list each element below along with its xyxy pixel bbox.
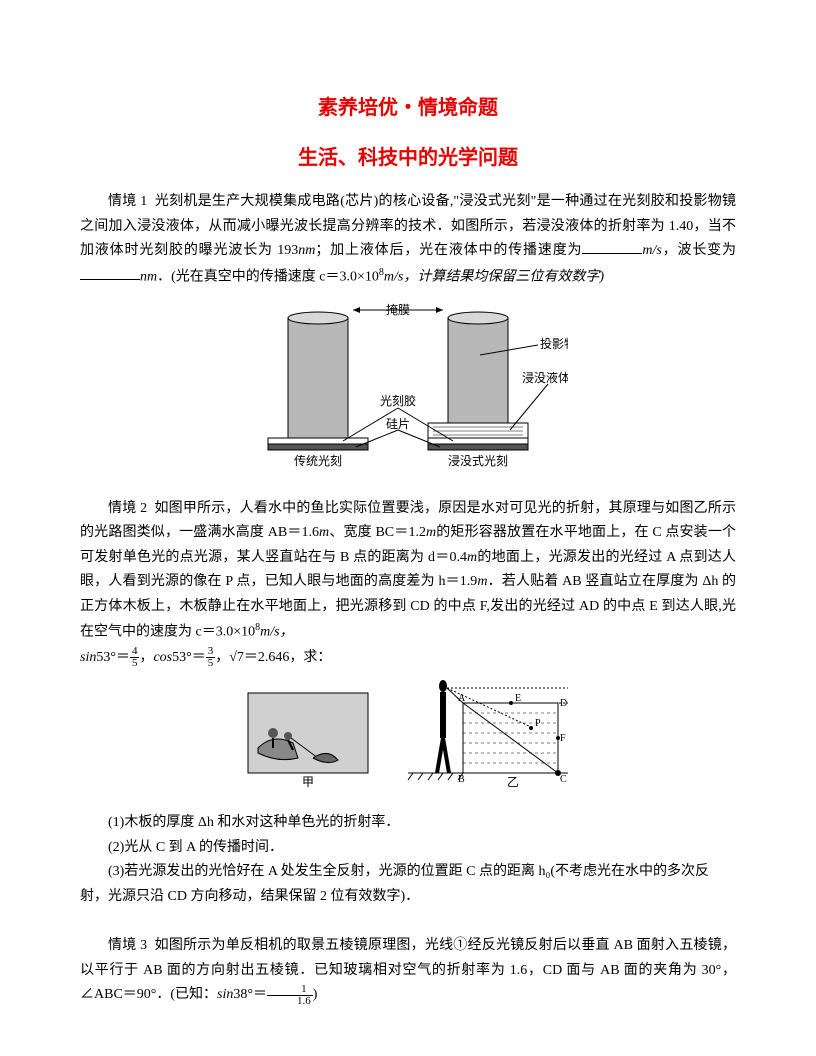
figure-1: 掩膜 投影物镜 浸没液体 光刻胶 硅片 传统光刻 浸没式光刻 xyxy=(80,300,736,479)
q2-a6: m/s， xyxy=(260,625,293,640)
q2-sub1: (1)木板的厚度 Δh 和水对这种单色光的折射率． xyxy=(80,811,736,836)
eq1: ＝ xyxy=(116,650,130,665)
lbl-gp: 硅片 xyxy=(386,417,410,431)
lbl-jmsgk: 浸没式光刻 xyxy=(448,453,508,468)
blank-1 xyxy=(582,240,642,254)
blank-2 xyxy=(80,266,140,280)
fig2-left: 甲 xyxy=(243,688,373,797)
q2-label: 情境 2 xyxy=(108,501,147,516)
frac35: 35 xyxy=(206,646,216,669)
deg53a: 53° xyxy=(96,650,116,665)
fig2-right: A B C D E F P 乙 xyxy=(403,678,573,797)
fig2b-svg: A B C D E F P 乙 xyxy=(403,678,573,788)
q1-text: 情境 1 光刻机是生产大规模集成电路(芯片)的核心设备,"浸没式光刻"是一种通过… xyxy=(80,190,736,290)
q2-sub3: (3)若光源发出的光恰好在 A 处发生全反射，光源的位置距 C 点的距离 h₀(… xyxy=(80,860,736,909)
m4: m xyxy=(477,574,487,589)
m2: m xyxy=(426,525,436,540)
lbl-jmyt: 浸没液体 xyxy=(522,370,568,385)
svg-text:D: D xyxy=(560,698,567,709)
close: ) xyxy=(313,987,318,1002)
sin: sin xyxy=(80,650,96,665)
figure-2: 甲 xyxy=(80,678,736,797)
deg38: 38° xyxy=(233,987,253,1002)
fig2a-svg: 甲 xyxy=(243,688,373,788)
deg53b: 53° xyxy=(172,650,192,665)
m3: m xyxy=(467,550,477,565)
eq2: ＝ xyxy=(192,650,206,665)
svg-text:B: B xyxy=(458,774,465,785)
svg-text:P: P xyxy=(535,718,541,729)
lbl-ctgk: 传统光刻 xyxy=(294,453,342,468)
q2-a2: 、宽度 BC＝1.2 xyxy=(329,525,426,540)
frac16: 11.6 xyxy=(267,984,313,1007)
svg-text:A: A xyxy=(458,693,466,704)
unit-nm2: nm xyxy=(140,269,157,284)
sin3: sin xyxy=(217,987,233,1002)
q3-text: 情境 3 如图所示为单反相机的取景五棱镜原理图，光线①经反光镜反射后以垂直 AB… xyxy=(80,934,736,1008)
sqrt7: √7 xyxy=(229,650,244,665)
q2-sub2: (2)光从 C 到 A 的传播时间． xyxy=(80,836,736,861)
svg-text:F: F xyxy=(560,733,566,744)
eq3: ＝ xyxy=(253,987,267,1002)
sqrt7v: ＝2.646，求： xyxy=(244,650,332,665)
q2-text: 情境 2 如图甲所示，人看水中的鱼比实际位置要浅，原因是水对可见光的折射，其原理… xyxy=(80,497,736,646)
q1-e: m/s，计算结果均保留三位有效数字) xyxy=(384,269,604,284)
q2-formulas: sin53°＝45，cos53°＝35，√7＝2.646，求： xyxy=(80,646,736,671)
sub-title: 生活、科技中的光学问题 xyxy=(80,140,736,176)
svg-text:C: C xyxy=(560,774,567,785)
q1-c: ，波长变为 xyxy=(662,243,736,258)
cap2: 乙 xyxy=(507,775,519,788)
m1: m xyxy=(319,525,329,540)
q1-label: 情境 1 xyxy=(108,194,147,209)
cap1: 甲 xyxy=(302,775,314,788)
q1-b: ；加上液体后，光在液体中的传播速度为 xyxy=(315,243,582,258)
unit-ms: m/s xyxy=(642,243,661,258)
lbl-gkj: 光刻胶 xyxy=(380,393,416,408)
frac45: 45 xyxy=(130,646,140,669)
q1-d: ．(光在真空中的传播速度 c＝3.0×10 xyxy=(157,269,379,284)
fig1-svg: 掩膜 投影物镜 浸没液体 光刻胶 硅片 传统光刻 浸没式光刻 xyxy=(248,300,568,470)
q3-a: 如图所示为单反相机的取景五棱镜原理图，光线①经反光镜反射后以垂直 AB 面射入五… xyxy=(80,938,736,1002)
lbl-tywj: 投影物镜 xyxy=(540,336,568,351)
lbl-ym: 掩膜 xyxy=(386,303,410,317)
unit-nm: nm xyxy=(298,243,315,258)
cos: cos xyxy=(153,650,172,665)
main-title: 素养培优・情境命题 xyxy=(80,90,736,126)
q3-label: 情境 3 xyxy=(108,938,147,953)
svg-text:E: E xyxy=(515,693,521,704)
